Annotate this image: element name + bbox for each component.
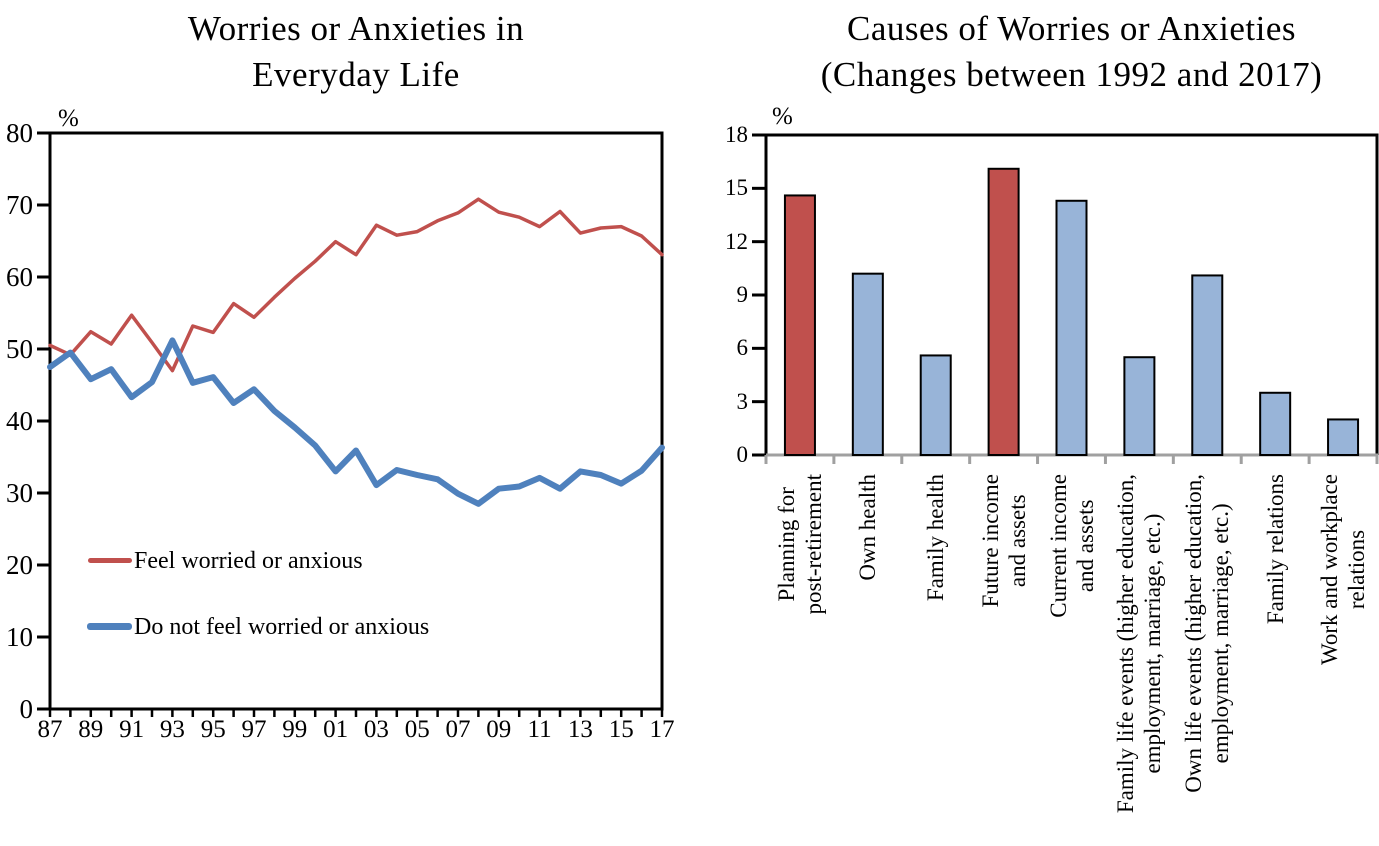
bar-2 [851,272,884,456]
legend-swatch-do-not-feel-worried [87,623,132,630]
category-label-text: Planning for post-retirement [773,474,826,615]
category-label-1: Planning for post-retirement [773,462,827,846]
bar-7 [1191,274,1224,457]
left-y-tick-label: 70 [6,190,33,220]
left-y-tick-label: 60 [6,262,33,292]
category-label-text: Current income and assets [1045,474,1098,618]
category-label-text: Family relations [1262,474,1288,625]
left-y-tick-label: 80 [6,118,33,148]
category-label-5: Current income and assets [1045,462,1099,846]
left-x-tick-label: 11 [527,716,552,743]
right-chart-title-line2: (Changes between 1992 and 2017) [820,55,1323,94]
right-y-tick-label: 15 [725,175,748,201]
right-y-tick-label: 3 [736,388,749,414]
left-x-tick-label: 97 [241,716,267,743]
left-x-tick-label: 99 [282,716,308,743]
legend-label-do-not-feel-worried: Do not feel worried or anxious [134,614,430,640]
left-x-tick-label: 17 [649,716,675,743]
left-y-tick-label: 10 [6,622,33,652]
category-label-text: Family life events (higher education, emp… [1113,474,1166,814]
left-x-tick-label: 15 [608,716,634,743]
category-label-4: Future income and assets [977,462,1031,846]
category-label-text: Own life events (higher education, employ… [1181,474,1234,793]
bar-4 [987,167,1020,456]
right-chart-title: Causes of Worries or Anxieties (Changes … [766,6,1377,98]
category-label-6: Family life events (higher education, emp… [1112,462,1166,846]
legend-swatch-feel-worried [88,558,132,563]
series-line-feel-worried [48,197,664,373]
left-chart-title: Worries or Anxieties in Everyday Life [50,6,662,98]
bar-6 [1123,356,1156,457]
bar-5 [1055,199,1088,456]
bar-9 [1327,418,1360,457]
bar-1 [783,194,816,456]
left-x-tick-label: 01 [323,716,349,743]
left-x-tick-label: 93 [159,716,185,743]
right-y-tick-label: 0 [736,442,749,467]
left-x-tick-label: 95 [200,716,226,743]
left-x-tick-label: 03 [363,716,389,743]
right-y-tick-label: 12 [725,228,748,254]
left-x-tick-label: 05 [404,716,430,743]
category-label-2: Own health [854,462,881,846]
right-y-axis-unit-label: % [772,103,793,130]
right-y-tick-label: 18 [725,122,748,147]
category-label-9: Work and workplace relations [1316,462,1370,846]
left-y-axis-unit-label: % [58,105,79,132]
category-label-text: Family health [923,474,949,602]
bar-3 [919,354,952,457]
series-line-do-not-feel-worried [47,337,665,507]
category-label-3: Family health [922,462,949,846]
left-chart-title-line1: Worries or Anxieties in [187,9,525,48]
left-x-tick-label: 87 [37,716,63,743]
left-chart-title-line2: Everyday Life [252,55,460,94]
left-y-tick-label: 0 [19,694,34,724]
category-label-text: Work and workplace relations [1317,474,1370,666]
bar-8 [1259,391,1292,456]
left-y-tick-label: 20 [6,550,33,580]
left-y-tick-label: 40 [6,406,33,436]
category-label-text: Own health [855,474,881,581]
left-x-tick-label: 13 [567,716,593,743]
left-x-tick-label: 07 [445,716,471,743]
right-y-tick-label: 9 [736,282,749,307]
category-label-8: Family relations [1262,462,1289,846]
left-x-tick-label: 89 [78,716,104,743]
left-x-tick-label: 09 [486,716,512,743]
left-y-tick-label: 30 [6,478,33,508]
legend-label-feel-worried: Feel worried or anxious [134,548,363,574]
category-label-text: Future income and assets [977,474,1030,608]
left-y-tick-label: 50 [6,334,33,364]
left-x-tick-label: 91 [119,716,145,743]
right-y-tick-label: 6 [736,335,749,361]
right-chart-title-line1: Causes of Worries or Anxieties [847,9,1296,48]
category-label-7: Own life events (higher education, employ… [1180,462,1234,846]
